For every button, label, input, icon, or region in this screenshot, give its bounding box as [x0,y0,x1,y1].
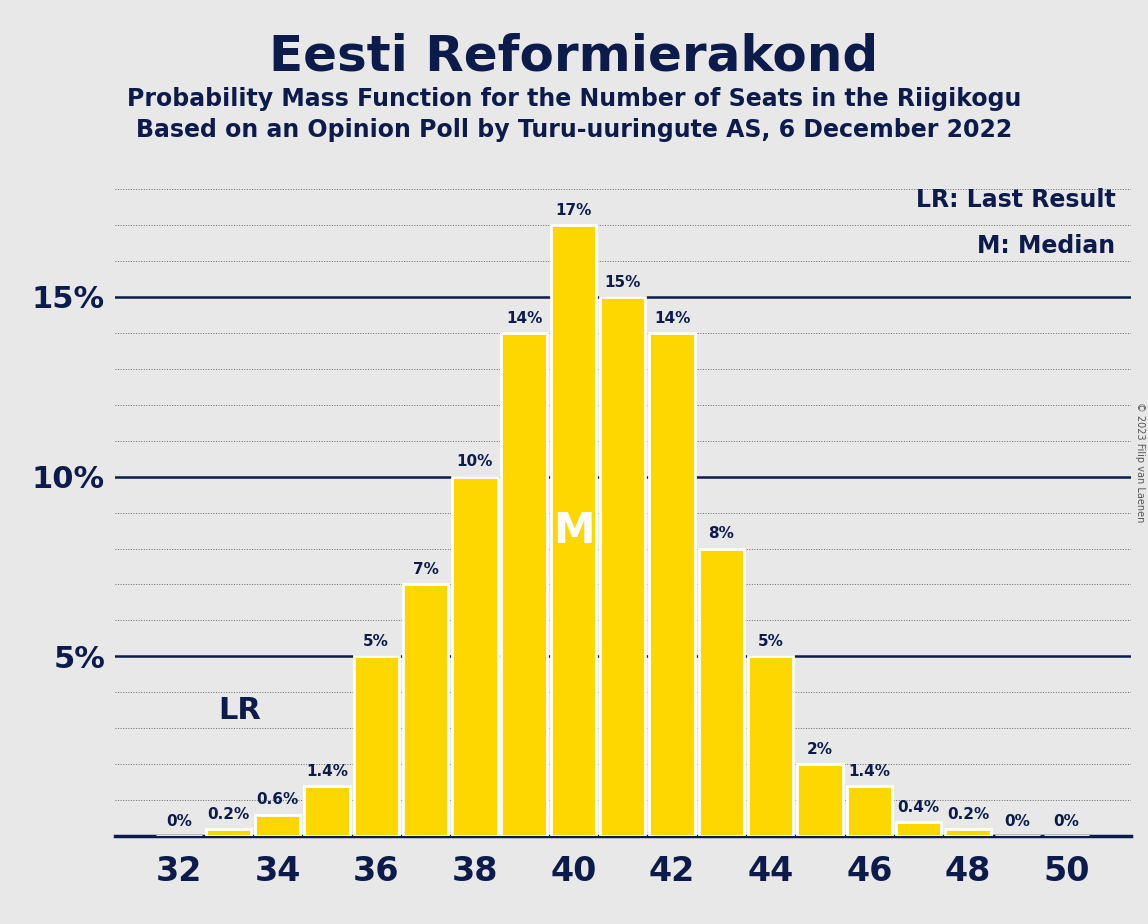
Text: M: M [552,509,595,552]
Text: 1.4%: 1.4% [305,763,348,779]
Text: 0.6%: 0.6% [256,793,298,808]
Bar [255,815,301,836]
Text: 0.4%: 0.4% [898,799,940,815]
Text: Eesti Reformierakond: Eesti Reformierakond [270,32,878,80]
Bar [354,656,398,836]
Text: Based on an Opinion Poll by Turu-uuringute AS, 6 December 2022: Based on an Opinion Poll by Turu-uuringu… [135,118,1013,142]
Text: 0%: 0% [1004,814,1030,829]
Text: 0%: 0% [166,814,192,829]
Text: 5%: 5% [758,634,784,650]
Bar [502,333,546,836]
Text: 8%: 8% [708,527,735,541]
Bar [847,786,892,836]
Text: © 2023 Filip van Laenen: © 2023 Filip van Laenen [1135,402,1145,522]
Text: 15%: 15% [605,274,641,289]
Bar [600,297,645,836]
Bar [403,585,448,836]
Bar [945,829,991,836]
Text: 0%: 0% [1054,814,1079,829]
Text: LR: Last Result: LR: Last Result [916,188,1116,212]
Text: M: Median: M: Median [977,234,1116,258]
Bar [650,333,695,836]
Bar [897,821,941,836]
Bar [205,829,251,836]
Text: Probability Mass Function for the Number of Seats in the Riigikogu: Probability Mass Function for the Number… [126,87,1022,111]
Text: 2%: 2% [807,742,833,757]
Text: 14%: 14% [506,310,542,325]
Text: 14%: 14% [654,310,690,325]
Text: 5%: 5% [363,634,389,650]
Bar [551,225,596,836]
Bar [304,786,349,836]
Bar [452,477,497,836]
Bar [699,549,744,836]
Text: 7%: 7% [412,563,439,578]
Text: LR: LR [218,696,262,724]
Text: 0.2%: 0.2% [207,807,249,821]
Text: 17%: 17% [556,202,591,218]
Text: 10%: 10% [457,455,492,469]
Text: 1.4%: 1.4% [848,763,891,779]
Text: 0.2%: 0.2% [947,807,990,821]
Bar [798,764,843,836]
Bar [748,656,793,836]
